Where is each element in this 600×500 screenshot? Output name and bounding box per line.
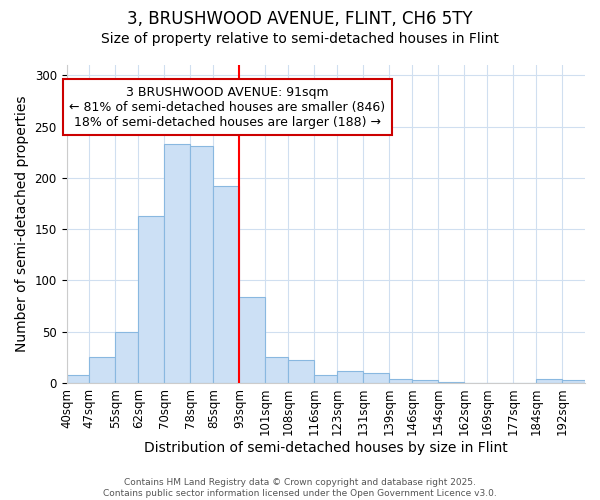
Bar <box>389 379 412 383</box>
Bar <box>337 370 363 383</box>
Y-axis label: Number of semi-detached properties: Number of semi-detached properties <box>15 96 29 352</box>
Bar <box>562 380 585 383</box>
Bar <box>314 375 337 383</box>
Bar <box>190 146 213 383</box>
Bar <box>536 379 562 383</box>
Text: 3, BRUSHWOOD AVENUE, FLINT, CH6 5TY: 3, BRUSHWOOD AVENUE, FLINT, CH6 5TY <box>127 10 473 28</box>
Bar <box>438 382 464 383</box>
Bar <box>239 297 265 383</box>
Text: Size of property relative to semi-detached houses in Flint: Size of property relative to semi-detach… <box>101 32 499 46</box>
Bar <box>265 358 288 383</box>
Bar <box>164 144 190 383</box>
Bar <box>138 216 164 383</box>
Bar <box>412 380 438 383</box>
Text: 3 BRUSHWOOD AVENUE: 91sqm
← 81% of semi-detached houses are smaller (846)
18% of: 3 BRUSHWOOD AVENUE: 91sqm ← 81% of semi-… <box>69 86 385 128</box>
Bar <box>115 332 138 383</box>
Bar <box>89 358 115 383</box>
Bar <box>213 186 239 383</box>
Text: Contains HM Land Registry data © Crown copyright and database right 2025.
Contai: Contains HM Land Registry data © Crown c… <box>103 478 497 498</box>
Bar <box>288 360 314 383</box>
Bar <box>67 375 89 383</box>
Bar <box>363 372 389 383</box>
X-axis label: Distribution of semi-detached houses by size in Flint: Distribution of semi-detached houses by … <box>144 441 508 455</box>
